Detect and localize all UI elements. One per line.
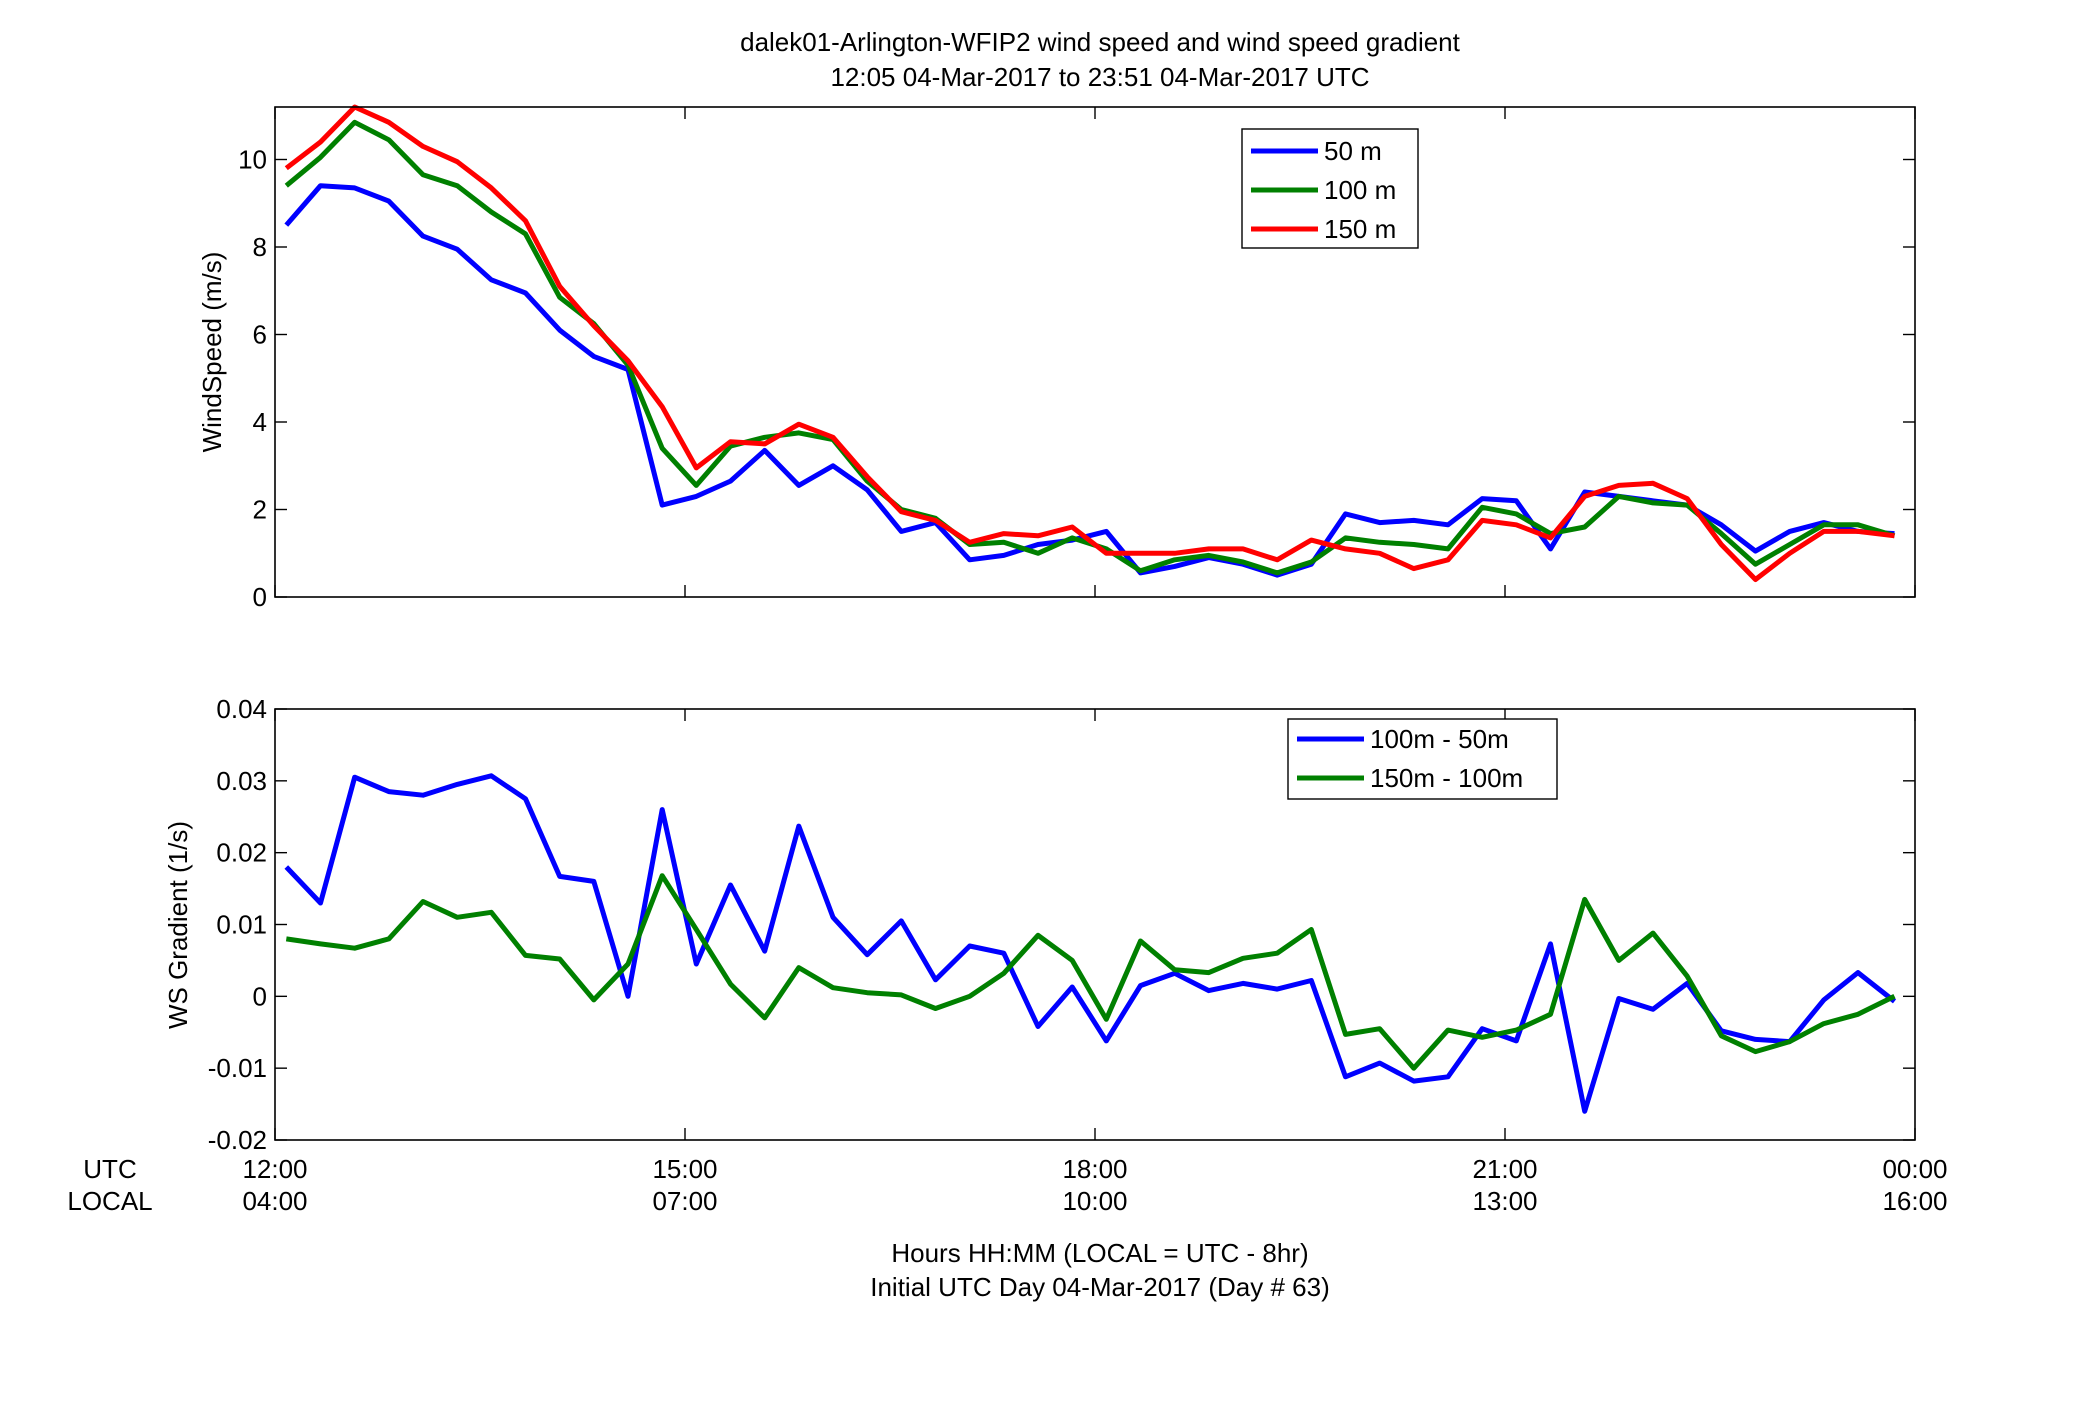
gradient-series-line-0 (284, 773, 1897, 1114)
x-axis-label-line1: Hours HH:MM (LOCAL = UTC - 8hr) (891, 1238, 1308, 1268)
gradient-x-ticks (274, 709, 1916, 1140)
windspeed-series-line-1 (284, 119, 1896, 576)
xtick-label-local: 07:00 (652, 1186, 717, 1216)
windspeed-plot-area (284, 104, 1896, 582)
gradient-ytick-label: 0.04 (216, 694, 267, 724)
gradient-ytick-label: 0.03 (216, 766, 267, 796)
windspeed-legend: 50 m 100 m 150 m (1241, 128, 1419, 249)
row-label-local: LOCAL (67, 1186, 152, 1216)
windspeed-x-ticks (274, 107, 1916, 597)
gradient-legend-box (1287, 718, 1558, 800)
xtick-label-utc: 12:00 (242, 1154, 307, 1184)
windspeed-y-ticks: 0 2 4 6 8 10 (238, 145, 1915, 612)
xtick-label-local: 13:00 (1472, 1186, 1537, 1216)
legend-label-50m: 50 m (1324, 136, 1382, 166)
gradient-ylabel: WS Gradient (1/s) (163, 821, 193, 1029)
legend-label-100m-50m: 100m - 50m (1370, 724, 1509, 754)
row-label-utc: UTC (83, 1154, 136, 1184)
gradient-ytick-label: -0.01 (208, 1053, 267, 1083)
windspeed-series-line-2 (284, 104, 1895, 582)
figure-title-line1: dalek01-Arlington-WFIP2 wind speed and w… (740, 27, 1461, 57)
gradient-ytick-label: 0.01 (216, 910, 267, 940)
gradient-ytick-label: 0.02 (216, 838, 267, 868)
gradient-legend: 100m - 50m 150m - 100m (1287, 718, 1558, 800)
windspeed-ytick-label: 4 (253, 407, 267, 437)
legend-label-150m-100m: 150m - 100m (1370, 763, 1523, 793)
windspeed-ytick-label: 2 (253, 495, 267, 525)
x-axis-label-line2: Initial UTC Day 04-Mar-2017 (Day # 63) (870, 1272, 1330, 1302)
gradient-series-line-1 (285, 873, 1896, 1071)
xtick-label-local: 10:00 (1062, 1186, 1127, 1216)
windspeed-ytick-label: 6 (253, 320, 267, 350)
legend-label-150m: 150 m (1324, 214, 1396, 244)
windspeed-ytick-label: 0 (253, 582, 267, 612)
windspeed-axes: 0 2 4 6 8 10 WindSpeed (m/s) 50 m 100 m 150 m (197, 104, 1916, 612)
windspeed-ytick-label: 8 (253, 232, 267, 262)
gradient-plot-area (284, 773, 1897, 1114)
xtick-label-utc: 18:00 (1062, 1154, 1127, 1184)
figure-title-line2: 12:05 04-Mar-2017 to 23:51 04-Mar-2017 U… (830, 62, 1369, 92)
xtick-label-local: 16:00 (1882, 1186, 1947, 1216)
windspeed-ylabel: WindSpeed (m/s) (197, 252, 227, 453)
xtick-label-local: 04:00 (242, 1186, 307, 1216)
gradient-axes: -0.02 -0.01 0 0.01 0.02 0.03 0.04 WS Gradient … (163, 694, 1916, 1155)
xtick-label-utc: 00:00 (1882, 1154, 1947, 1184)
xtick-label-utc: 15:00 (652, 1154, 717, 1184)
gradient-ytick-label: -0.02 (208, 1125, 267, 1155)
gradient-ytick-label: 0 (253, 981, 267, 1011)
windspeed-ytick-label: 10 (238, 145, 267, 175)
legend-label-100m: 100 m (1324, 175, 1396, 205)
xtick-label-utc: 21:00 (1472, 1154, 1537, 1184)
gradient-y-ticks: -0.02 -0.01 0 0.01 0.02 0.03 0.04 (208, 694, 1915, 1155)
